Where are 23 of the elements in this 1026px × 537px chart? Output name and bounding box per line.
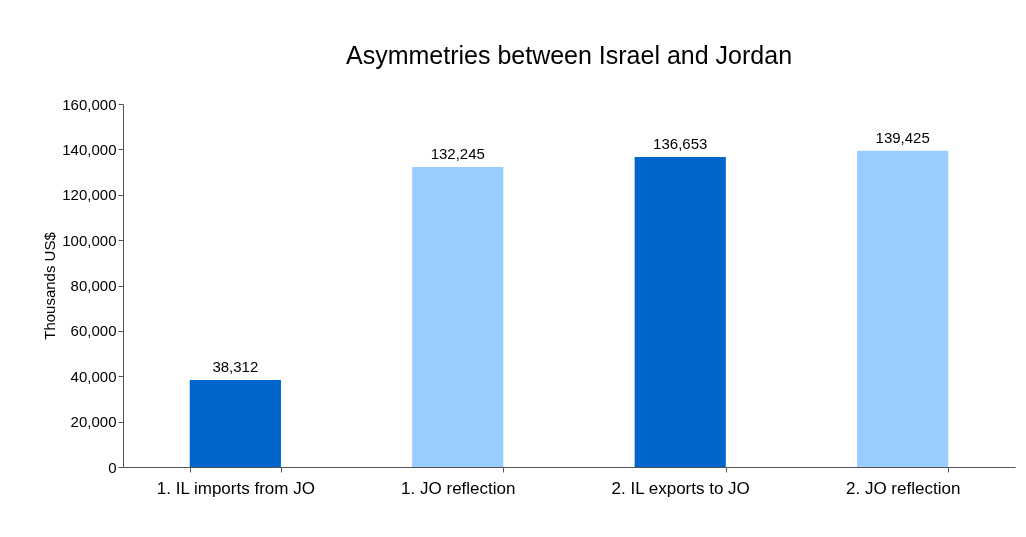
x-tick-label: 2. IL exports to JO	[611, 478, 750, 498]
y-tick-label: 60,000	[70, 322, 117, 340]
x-tick-label: 1. JO reflection	[401, 478, 516, 498]
data-label: 132,245	[430, 144, 485, 162]
y-axis-title: Thousands US$	[41, 231, 59, 340]
bar	[634, 156, 726, 467]
data-label: 136,653	[653, 134, 708, 152]
y-tick-label: 0	[108, 458, 117, 476]
bar	[412, 166, 504, 467]
y-tick-label: 80,000	[70, 277, 117, 294]
y-tick-label: 100,000	[62, 231, 117, 249]
y-tick-label: 40,000	[70, 367, 117, 385]
bar	[189, 380, 281, 467]
y-tick-label: 140,000	[62, 140, 117, 158]
y-tick-label: 20,000	[70, 413, 117, 431]
x-tick-label: 1. IL imports from JO	[156, 478, 315, 498]
x-tick-label: 2. JO reflection	[846, 478, 961, 498]
y-tick-label: 120,000	[62, 186, 117, 204]
chart-title: Asymmetries between Israel and Jordan	[345, 41, 793, 69]
bar	[857, 150, 949, 467]
y-tick-label: 160,000	[62, 95, 117, 113]
data-label: 38,312	[212, 358, 259, 376]
data-label: 139,425	[875, 128, 930, 146]
